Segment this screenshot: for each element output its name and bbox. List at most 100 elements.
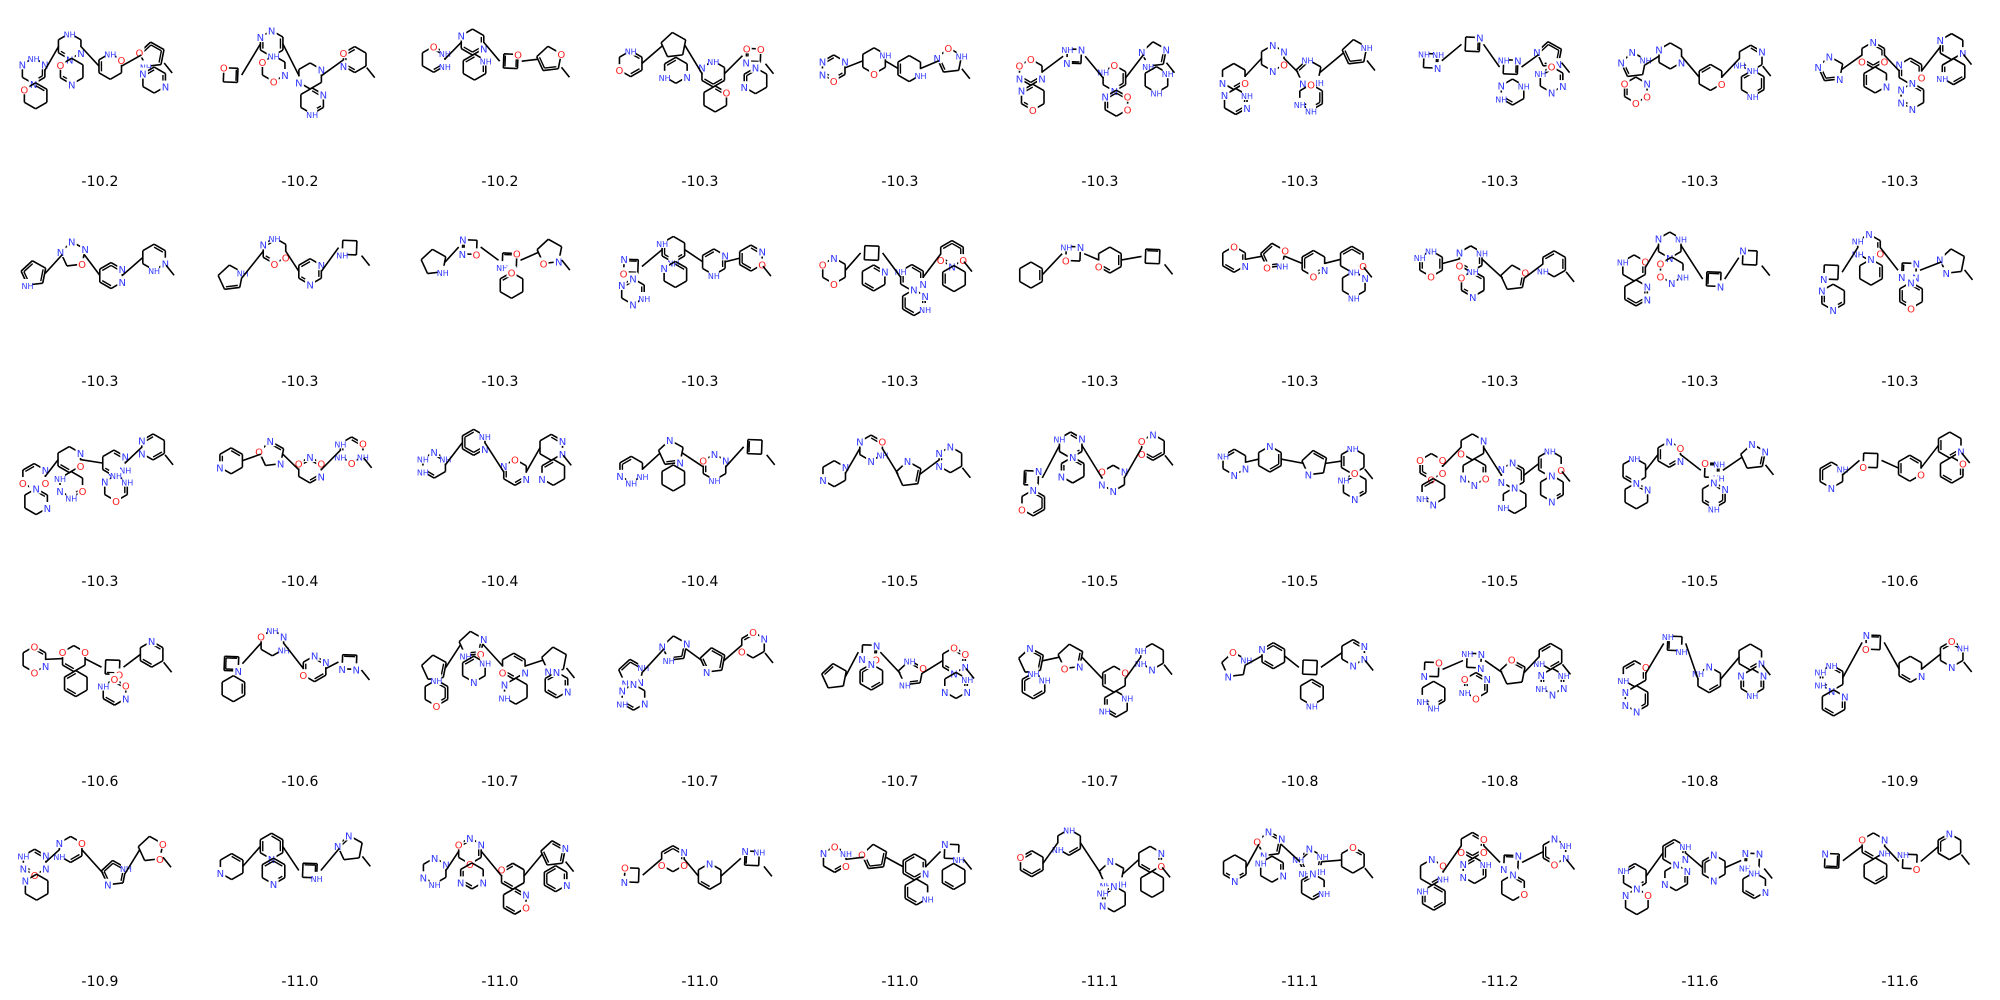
svg-text:O: O [432, 702, 440, 713]
docking-score-label: -10.3 [0, 374, 200, 390]
svg-text:O: O [1017, 853, 1025, 864]
svg-text:O: O [1482, 474, 1490, 485]
svg-text:N: N [1109, 487, 1116, 498]
svg-text:NH: NH [17, 853, 29, 862]
svg-text:N: N [1710, 478, 1717, 489]
docking-score-label: -10.3 [1600, 374, 1800, 390]
svg-text:NH: NH [1747, 93, 1759, 102]
svg-text:N: N [340, 62, 347, 73]
docking-score-label: -11.6 [1800, 974, 2000, 990]
svg-text:N: N [19, 60, 26, 71]
svg-text:N: N [1644, 485, 1651, 496]
molecule-structure: OONNNOONHNNNHNNO [200, 0, 400, 150]
svg-text:N: N [1321, 266, 1328, 277]
svg-text:N: N [680, 848, 687, 859]
svg-text:N: N [1511, 483, 1518, 494]
molecule-cell: NOOOOONNHOON-10.6 [0, 600, 200, 800]
svg-text:O: O [78, 839, 86, 850]
svg-text:N: N [139, 70, 146, 81]
svg-text:O: O [819, 260, 827, 271]
molecule-cell: O N N N NH O N N N NH N NH NH NH O NH -10.3 [1200, 0, 1400, 200]
svg-text:NH: NH [1480, 861, 1492, 870]
svg-text:N: N [1099, 901, 1106, 912]
docking-score-label: -11.0 [200, 974, 400, 990]
molecule-structure: NHNNN OONNNNOONNN [400, 800, 600, 950]
svg-text:N: N [1349, 662, 1356, 673]
svg-text:N: N [1814, 63, 1821, 74]
molecule-cell: NH N N N O O N N N N O O N N N -11.0 [400, 800, 600, 1000]
svg-text:O: O [511, 455, 519, 466]
svg-text:N: N [1158, 849, 1165, 860]
svg-text:NH: NH [1150, 90, 1162, 99]
molecule-cell: N N N NH N N -11.0 [200, 800, 400, 1000]
svg-text:O: O [359, 439, 367, 450]
svg-text:N: N [1737, 672, 1744, 683]
svg-text:N: N [1551, 835, 1558, 846]
svg-text:NH: NH [479, 433, 491, 442]
molecule-cell: OONNNOONHNNNHNNO-10.2 [200, 0, 400, 200]
docking-score-label: -10.8 [1400, 774, 1600, 790]
svg-text:NH: NH [656, 240, 668, 249]
svg-text:N: N [470, 678, 477, 689]
svg-text:O: O [540, 260, 548, 271]
svg-text:NH: NH [1679, 843, 1691, 852]
svg-text:NH: NH [1518, 83, 1530, 92]
svg-text:NH: NH [1217, 453, 1229, 462]
svg-text:N: N [1351, 495, 1358, 506]
svg-text:NH: NH [1713, 461, 1725, 470]
svg-text:O: O [514, 50, 522, 61]
svg-text:N: N [1672, 861, 1679, 872]
molecule-structure: NNNHOOONNNONNHNNHNH [1600, 0, 1800, 150]
molecule-structure: NHOONNHNNNH [200, 200, 400, 350]
svg-text:N: N [873, 641, 880, 652]
svg-text:N: N [1668, 279, 1675, 290]
svg-text:O: O [842, 862, 850, 873]
svg-text:N: N [1682, 855, 1689, 866]
svg-text:O: O [738, 647, 746, 658]
svg-text:NH: NH [97, 683, 109, 692]
svg-text:NH: NH [659, 74, 671, 83]
svg-text:NH: NH [1099, 708, 1111, 717]
svg-text:O: O [1229, 648, 1237, 659]
molecule-structure: O NH NO [1000, 200, 1200, 350]
docking-score-label: -10.3 [1400, 174, 1600, 190]
svg-text:N: N [1643, 80, 1650, 91]
molecule-cell: O O N N N NH NH N N O N O -10.3 [800, 200, 1000, 400]
svg-text:N: N [933, 54, 940, 65]
svg-text:N: N [1820, 275, 1827, 286]
svg-text:O: O [1718, 80, 1726, 91]
svg-text:N: N [1434, 64, 1441, 75]
svg-text:N: N [1936, 255, 1943, 266]
svg-text:N: N [1110, 882, 1117, 893]
svg-text:O: O [258, 58, 266, 69]
svg-text:O: O [1644, 891, 1652, 902]
svg-text:NH: NH [437, 269, 449, 278]
svg-text:NH: NH [22, 282, 34, 291]
svg-text:O: O [1351, 469, 1359, 480]
svg-text:O: O [1657, 260, 1665, 271]
svg-text:N: N [962, 663, 969, 674]
docking-score-label: -11.0 [600, 974, 800, 990]
docking-score-label: -10.3 [1200, 174, 1400, 190]
svg-text:N: N [68, 238, 75, 249]
svg-text:N: N [466, 834, 473, 845]
molecule-cell: NH O N N N N N N NH -10.3 [0, 200, 200, 400]
docking-score-label: -10.3 [400, 374, 600, 390]
svg-text:N: N [306, 281, 313, 292]
svg-text:N: N [1677, 457, 1684, 468]
svg-text:O: O [1657, 273, 1665, 284]
svg-text:NH: NH [1675, 236, 1687, 245]
svg-text:N: N [941, 840, 948, 851]
svg-text:NH: NH [1061, 46, 1073, 55]
molecule-structure: NNH OONO [1800, 400, 2000, 550]
docking-score-label: -10.9 [1800, 774, 2000, 790]
svg-text:O: O [159, 840, 167, 851]
svg-text:O: O [255, 448, 263, 459]
molecule-cell: NH O NH N N NH O O -10.2 [400, 0, 600, 200]
svg-text:O: O [41, 479, 49, 490]
svg-text:NH: NH [707, 58, 719, 67]
svg-text:NH: NH [753, 849, 765, 858]
